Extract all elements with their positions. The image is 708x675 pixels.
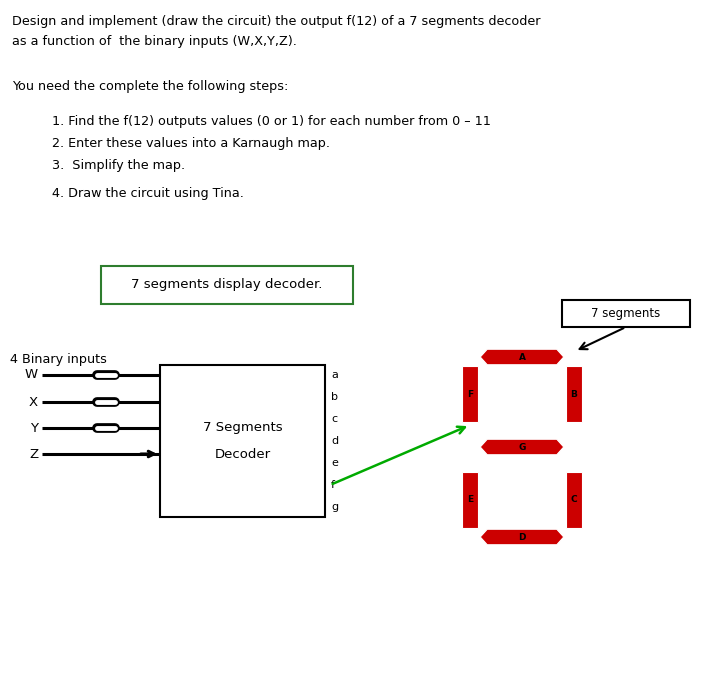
Text: You need the complete the following steps:: You need the complete the following step…	[12, 80, 288, 93]
Polygon shape	[566, 472, 582, 528]
Text: W: W	[25, 369, 38, 381]
Bar	[562, 300, 690, 327]
Text: Decoder: Decoder	[215, 448, 270, 462]
Text: e: e	[331, 458, 338, 468]
Text: 2. Enter these values into a Karnaugh map.: 2. Enter these values into a Karnaugh ma…	[52, 137, 330, 150]
Text: d: d	[331, 436, 338, 446]
Text: 3.  Simplify the map.: 3. Simplify the map.	[52, 159, 185, 172]
Text: Y: Y	[30, 421, 38, 435]
Text: B: B	[571, 389, 578, 399]
Text: D: D	[518, 533, 526, 541]
Text: Z: Z	[29, 448, 38, 460]
Polygon shape	[480, 439, 564, 455]
Text: as a function of  the binary inputs (W,X,Y,Z).: as a function of the binary inputs (W,X,…	[12, 35, 297, 48]
Text: f: f	[331, 480, 335, 490]
Text: C: C	[571, 495, 577, 504]
Text: c: c	[331, 414, 337, 424]
Text: 7 Segments: 7 Segments	[202, 421, 282, 433]
Polygon shape	[480, 349, 564, 365]
Text: Design and implement (draw the circuit) the output f(12) of a 7 segments decoder: Design and implement (draw the circuit) …	[12, 15, 540, 28]
Text: G: G	[518, 443, 525, 452]
Text: 1. Find the f(12) outputs values (0 or 1) for each number from 0 – 11: 1. Find the f(12) outputs values (0 or 1…	[52, 115, 491, 128]
Text: 4 Binary inputs: 4 Binary inputs	[10, 353, 107, 366]
Text: g: g	[331, 502, 338, 512]
Text: A: A	[518, 352, 525, 362]
Text: b: b	[331, 392, 338, 402]
FancyBboxPatch shape	[101, 266, 353, 304]
Text: F: F	[467, 389, 473, 399]
Bar	[160, 365, 325, 517]
Text: a: a	[331, 370, 338, 380]
Text: X: X	[29, 396, 38, 408]
Polygon shape	[462, 367, 478, 422]
Text: E: E	[467, 495, 473, 504]
Polygon shape	[566, 367, 582, 422]
Text: 4. Draw the circuit using Tina.: 4. Draw the circuit using Tina.	[52, 187, 244, 200]
Text: 7 segments display decoder.: 7 segments display decoder.	[131, 279, 323, 292]
Polygon shape	[462, 472, 478, 528]
Text: 7 segments: 7 segments	[591, 307, 661, 320]
Polygon shape	[480, 529, 564, 545]
